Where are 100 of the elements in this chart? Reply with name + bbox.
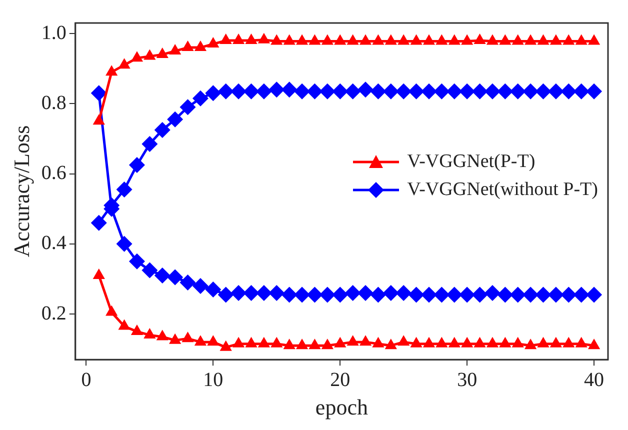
- point: [588, 34, 600, 45]
- point: [461, 34, 474, 45]
- point: [218, 286, 234, 303]
- point: [308, 338, 321, 350]
- point: [459, 83, 476, 100]
- point: [434, 83, 450, 100]
- point: [575, 34, 588, 45]
- point: [524, 338, 537, 350]
- point: [192, 278, 208, 294]
- point: [344, 83, 361, 100]
- point: [154, 267, 170, 284]
- point: [294, 83, 310, 100]
- point: [281, 82, 298, 98]
- point: [128, 253, 145, 270]
- point: [510, 83, 526, 100]
- point: [372, 34, 384, 45]
- point: [220, 340, 232, 351]
- point: [420, 83, 437, 100]
- point: [182, 332, 194, 342]
- point: [408, 83, 424, 100]
- point: [548, 286, 564, 303]
- point: [510, 286, 526, 303]
- x-tick-label: 30: [457, 368, 478, 391]
- point: [537, 34, 550, 45]
- point: [308, 34, 321, 45]
- point: [422, 336, 436, 348]
- x-tick-label: 10: [203, 368, 224, 391]
- point: [446, 83, 462, 100]
- point: [319, 286, 336, 303]
- point: [420, 286, 437, 303]
- point: [116, 182, 132, 198]
- point: [550, 34, 562, 45]
- point: [144, 328, 156, 339]
- point: [232, 336, 245, 348]
- point: [332, 286, 348, 303]
- point: [128, 157, 145, 174]
- point: [296, 34, 308, 45]
- point: [484, 284, 500, 301]
- point: [408, 286, 424, 303]
- point: [106, 65, 118, 76]
- point: [448, 34, 460, 45]
- point: [270, 34, 283, 45]
- point: [588, 338, 600, 350]
- point: [205, 85, 222, 102]
- point: [180, 99, 196, 116]
- point: [586, 286, 602, 303]
- point: [142, 136, 158, 152]
- point: [344, 284, 361, 301]
- point: [232, 34, 245, 44]
- point: [281, 286, 298, 303]
- point: [358, 284, 374, 301]
- point: [180, 274, 196, 290]
- point: [218, 83, 234, 100]
- point: [575, 336, 588, 348]
- y-tick-label: 0.6: [41, 162, 66, 184]
- point: [474, 34, 486, 44]
- point: [116, 236, 132, 252]
- point: [550, 336, 562, 348]
- point: [499, 336, 512, 348]
- point: [384, 338, 397, 350]
- point: [410, 336, 422, 348]
- x-tick-label: 20: [330, 368, 350, 391]
- point: [436, 336, 448, 348]
- point: [294, 286, 310, 303]
- point: [522, 286, 539, 303]
- point: [474, 336, 486, 348]
- legend-label: V-VGGNet(P-T): [407, 151, 536, 174]
- point: [332, 83, 348, 100]
- point: [548, 83, 564, 100]
- point: [499, 34, 512, 45]
- point: [359, 335, 372, 346]
- point: [245, 34, 258, 44]
- point: [192, 90, 208, 106]
- point: [319, 83, 336, 100]
- point: [207, 335, 220, 346]
- point: [169, 333, 182, 344]
- y-tick-label: 0.4: [41, 232, 66, 254]
- point: [90, 85, 107, 102]
- point: [258, 336, 270, 348]
- point: [220, 34, 232, 44]
- point: [434, 286, 450, 303]
- point: [422, 34, 436, 45]
- point: [194, 335, 207, 346]
- point: [358, 82, 374, 98]
- point: [283, 34, 296, 45]
- point: [537, 336, 550, 348]
- point: [167, 269, 184, 286]
- point: [573, 83, 590, 100]
- point: [90, 214, 107, 231]
- y-tick-label: 0.2: [41, 302, 66, 324]
- point: [258, 32, 270, 44]
- point: [384, 34, 397, 45]
- point: [321, 338, 334, 350]
- point: [396, 83, 412, 100]
- point: [472, 286, 488, 303]
- point: [167, 111, 184, 128]
- point: [512, 336, 524, 348]
- point: [230, 284, 247, 301]
- y-tick-label: 1.0: [41, 22, 66, 44]
- point: [144, 49, 156, 60]
